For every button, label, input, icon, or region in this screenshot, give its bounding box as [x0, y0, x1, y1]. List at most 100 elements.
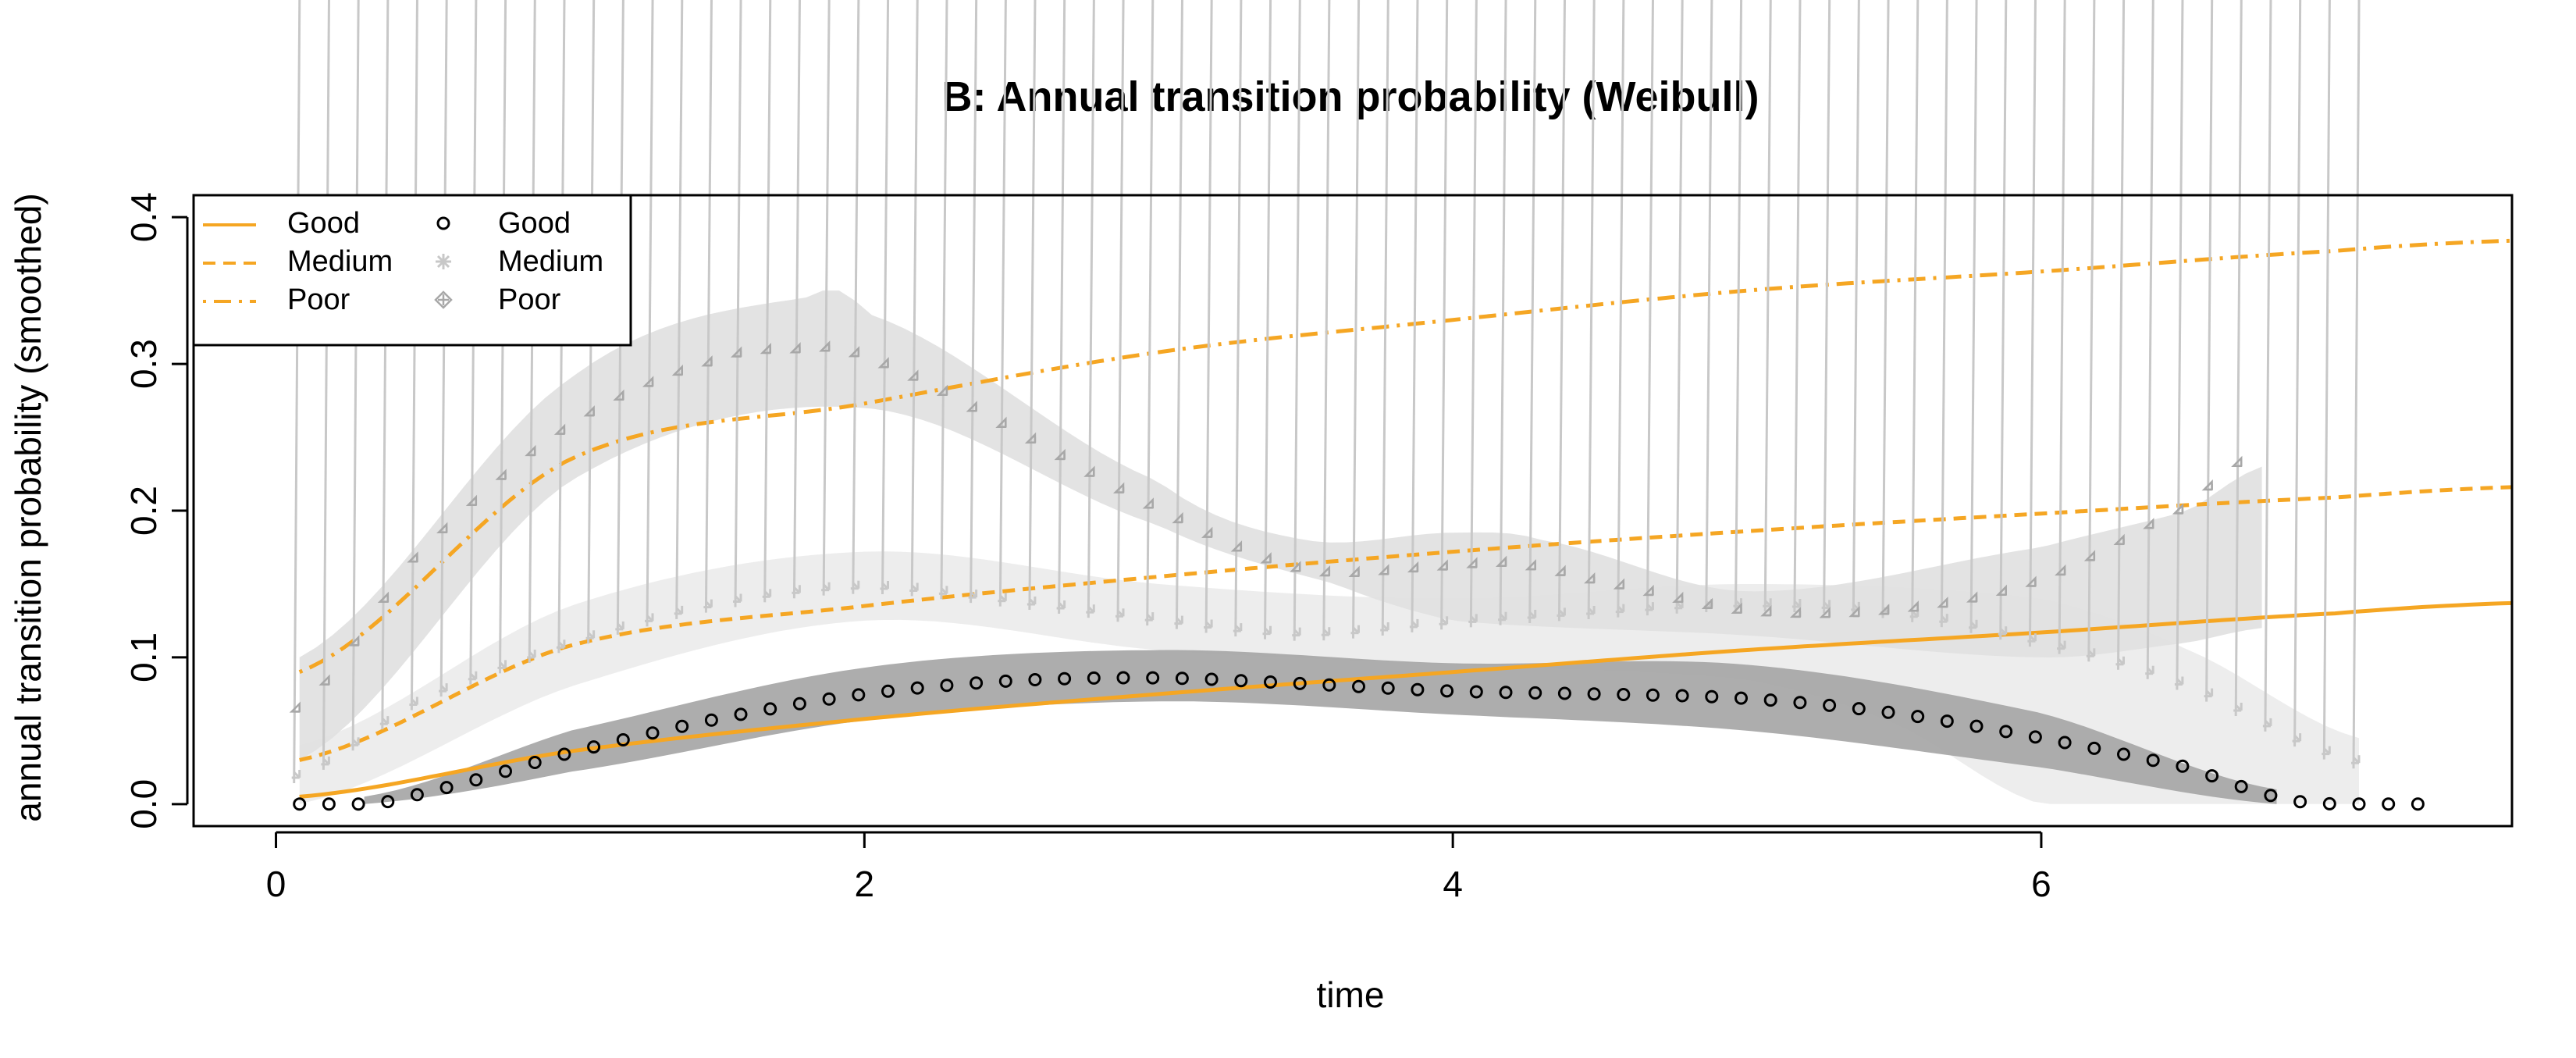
- point-good: [469, 773, 483, 787]
- point-good: [792, 696, 806, 711]
- point-medium: [1026, 0, 1037, 611]
- legend-marker-medium: [436, 254, 451, 269]
- point-medium: [850, 0, 860, 594]
- points-poor: [289, 340, 2243, 713]
- point-poor: [1731, 602, 1742, 614]
- point-medium: [439, 0, 448, 697]
- point-good: [1969, 719, 1984, 733]
- point-good: [557, 747, 571, 761]
- point-good: [1557, 686, 1571, 700]
- legend-point-label: Good: [498, 207, 571, 240]
- point-good: [2382, 797, 2396, 811]
- point-good: [1116, 671, 1130, 685]
- point-medium: [1086, 0, 1095, 618]
- point-poor: [1172, 511, 1183, 524]
- point-medium: [291, 0, 301, 784]
- point-good: [1058, 671, 1072, 686]
- point-medium: [1233, 0, 1243, 637]
- point-medium: [1557, 0, 1566, 622]
- point-medium: [1174, 0, 1183, 629]
- point-poor: [1789, 606, 1802, 618]
- point-good: [1823, 698, 1837, 712]
- point-poor: [1848, 605, 1860, 618]
- band-good: [364, 650, 2277, 804]
- point-poor: [1318, 565, 1331, 577]
- point-good: [1322, 678, 1336, 692]
- x-tick-label: 2: [855, 864, 875, 904]
- point-medium: [2233, 0, 2243, 717]
- point-poor: [701, 355, 713, 367]
- point-medium: [1498, 0, 1507, 625]
- point-good: [381, 795, 395, 809]
- x-tick-label: 4: [1443, 864, 1463, 904]
- point-poor: [819, 340, 831, 352]
- confidence-bands: [299, 290, 2360, 804]
- point-poor: [1290, 561, 1301, 572]
- point-medium: [1998, 0, 2008, 640]
- y-tick-label: 0.2: [123, 486, 164, 536]
- point-poor: [1112, 482, 1125, 493]
- points-good: [293, 671, 2425, 811]
- point-good: [322, 797, 336, 811]
- point-medium: [938, 0, 948, 600]
- point-poor: [730, 346, 742, 358]
- point-good: [1881, 705, 1895, 719]
- point-good: [587, 740, 601, 754]
- point-good: [1617, 688, 1631, 701]
- point-medium: [2115, 0, 2126, 670]
- point-poor: [1701, 597, 1713, 610]
- point-poor: [1937, 597, 1948, 608]
- point-medium: [1439, 0, 1449, 630]
- point-good: [616, 733, 630, 746]
- point-good: [1352, 679, 1365, 693]
- point-poor: [1495, 555, 1507, 567]
- point-good: [998, 674, 1012, 688]
- weibull-line-good: [299, 600, 2513, 799]
- point-good: [2176, 759, 2190, 773]
- point-medium: [762, 0, 772, 603]
- point-poor: [1966, 591, 1978, 603]
- point-poor: [2201, 479, 2213, 491]
- point-good: [1381, 681, 1395, 695]
- point-poor: [318, 674, 330, 686]
- point-poor: [848, 346, 860, 358]
- y-tick-label: 0.0: [123, 779, 164, 829]
- legend-line-label: Poor: [287, 283, 350, 316]
- point-good: [410, 788, 424, 802]
- point-medium: [2174, 0, 2184, 690]
- point-good: [1763, 693, 1777, 707]
- point-medium: [321, 0, 330, 770]
- point-good: [1587, 687, 1601, 701]
- point-good: [2293, 795, 2307, 809]
- point-poor: [760, 342, 771, 354]
- point-medium: [968, 0, 978, 604]
- point-poor: [289, 701, 301, 713]
- point-poor: [789, 342, 801, 354]
- point-good: [1440, 684, 1454, 698]
- point-medium: [1144, 0, 1155, 626]
- weibull-line-medium: [299, 485, 2513, 762]
- point-medium: [1645, 0, 1654, 616]
- point-poor: [1407, 561, 1419, 573]
- point-poor: [495, 468, 507, 480]
- point-medium: [1880, 0, 1890, 618]
- x-axis: 0 2 4 6: [266, 831, 2051, 904]
- point-good: [1705, 689, 1719, 704]
- point-poor: [436, 522, 448, 533]
- point-good: [1411, 682, 1425, 696]
- point-poor: [1466, 557, 1478, 568]
- weibull-lines: [298, 238, 2513, 799]
- point-medium: [2322, 0, 2331, 760]
- point-good: [293, 797, 307, 811]
- point-good: [2411, 797, 2425, 811]
- y-tick-label: 0.1: [123, 632, 164, 682]
- point-good: [1499, 686, 1513, 700]
- point-good: [1528, 686, 1542, 700]
- point-poor: [553, 423, 566, 435]
- band-poor: [299, 290, 2262, 761]
- point-poor: [1378, 564, 1389, 575]
- point-good: [852, 688, 866, 702]
- point-good: [1293, 676, 1307, 690]
